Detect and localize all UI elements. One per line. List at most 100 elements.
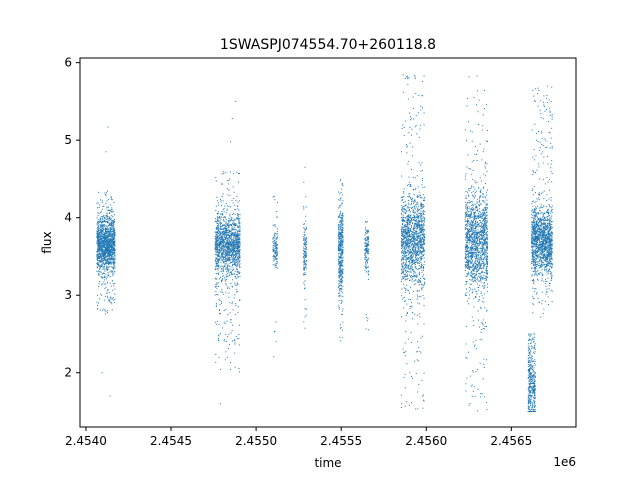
data-point [342,256,344,258]
data-point [339,283,341,285]
data-point [404,217,406,219]
data-point [227,314,229,316]
data-point [218,242,220,244]
data-point [103,231,105,233]
data-point [338,248,340,250]
data-point [225,232,227,234]
data-point [237,237,239,239]
data-point [113,236,115,238]
data-point [403,231,405,233]
data-point [339,248,341,250]
data-point [231,257,233,259]
data-point [103,252,105,254]
data-point [401,242,403,244]
data-point [338,231,340,233]
data-point [113,244,115,246]
data-point [228,189,230,191]
data-point [96,242,98,244]
data-point [237,251,239,253]
data-point [342,235,344,237]
data-point [411,269,413,271]
data-point [228,257,230,259]
data-point [225,274,227,276]
data-point [424,229,425,231]
data-point [238,273,240,275]
data-point [341,251,343,253]
data-point [338,216,340,218]
data-point [409,211,411,213]
data-point [401,228,403,230]
data-point [412,220,414,222]
data-point [97,258,99,260]
data-point [338,268,340,270]
data-point [231,231,233,233]
data-point [101,258,103,260]
data-point [415,204,417,206]
data-point [217,263,219,265]
data-point [403,201,405,203]
data-point [98,271,100,273]
data-point [100,225,102,227]
data-point [409,239,411,241]
data-point [104,194,106,196]
data-point [108,240,110,242]
data-point [273,195,275,197]
data-point [105,247,107,249]
data-point [422,220,424,222]
data-point [237,247,239,249]
data-point [405,223,407,225]
data-point [420,224,422,226]
data-point [102,238,104,240]
data-point [421,217,423,219]
data-point [113,263,115,265]
data-point [230,249,232,251]
data-point [237,173,239,175]
data-point [407,236,409,238]
data-point [341,271,343,273]
data-point [416,244,418,246]
data-point [404,78,406,80]
data-point [112,245,114,247]
data-point [410,222,412,224]
data-point [276,251,278,253]
data-point [416,314,418,316]
data-point [214,321,216,323]
data-point [113,285,115,287]
data-point [420,213,422,215]
data-point [105,262,107,264]
data-point [228,222,230,224]
data-point [414,360,416,362]
data-point [404,259,406,261]
data-point [221,214,223,216]
data-point [276,201,278,203]
data-point [228,260,230,262]
data-point [105,257,107,259]
data-point [226,224,228,226]
data-point [109,253,111,255]
data-point [238,237,240,239]
data-point [229,240,231,242]
data-point [101,225,103,227]
data-point [275,252,277,254]
data-point [237,230,239,232]
data-point [224,232,226,234]
data-point [225,276,227,278]
data-point [421,229,423,231]
data-point [111,207,113,209]
data-point [101,226,103,228]
data-point [112,283,114,285]
data-point [404,405,406,407]
data-point [226,253,228,255]
data-point [107,238,109,240]
data-point [417,244,419,246]
data-point [402,214,404,216]
data-point [305,229,307,231]
data-point [367,243,369,245]
data-point [338,250,340,252]
data-point [239,299,241,301]
data-point [217,334,219,336]
data-point [227,264,229,266]
data-point [423,266,425,268]
data-point [339,280,341,282]
data-point [416,276,418,278]
